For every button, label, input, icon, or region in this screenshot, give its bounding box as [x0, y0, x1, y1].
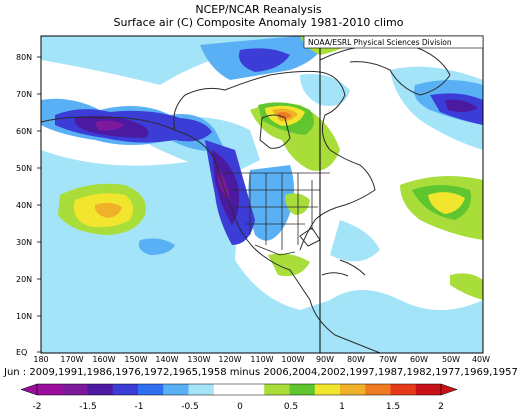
colorbar-label: 1 [339, 402, 345, 411]
lat-axis: EQ 10N 20N 30N 40N 50N 60N 70N 80N [16, 53, 32, 357]
lon-label: 100W [281, 355, 304, 364]
colorbar-swatch [314, 384, 341, 395]
colorbar-label: 2 [438, 402, 444, 411]
colorbar-label: -1 [135, 402, 144, 411]
colorbar-swatch [390, 384, 417, 395]
lon-label: 130W [187, 355, 210, 364]
lat-label: 40N [16, 201, 32, 210]
colorbar-swatch [415, 384, 442, 395]
lon-label: 90W [316, 355, 334, 364]
colorbar-swatch [239, 384, 265, 395]
colorbar-swatch [112, 384, 139, 395]
lat-label: 80N [16, 53, 32, 62]
lon-label: 70W [379, 355, 397, 364]
lat-label: 10N [16, 312, 32, 321]
colorbar-swatch [37, 384, 63, 395]
coastlines [41, 43, 451, 353]
colorbar-swatch [163, 384, 189, 395]
lat-label: 50N [16, 164, 32, 173]
lon-label: 80W [347, 355, 365, 364]
lat-label: 20N [16, 275, 32, 284]
lon-label: 50W [442, 355, 460, 364]
composite-years-note: Jun : 2009,1991,1986,1976,1972,1965,1958… [4, 367, 517, 378]
lon-label: 110W [250, 355, 273, 364]
colorbar-label: -2 [33, 402, 42, 411]
colorbar-label: 0 [237, 402, 243, 411]
lon-axis: 180 170W 160W 150W 140W 130W 120W 110W 1… [33, 355, 490, 364]
credit-text: NOAA/ESRL Physical Sciences Division [308, 38, 452, 47]
colorbar-swatch [289, 384, 316, 395]
colorbar-swatch [62, 384, 88, 395]
lon-label: 120W [218, 355, 241, 364]
colorbar-swatch [340, 384, 366, 395]
colorbar-label: 0.5 [284, 402, 298, 411]
colorbar-label: -1.5 [79, 402, 97, 411]
colorbar [20, 383, 458, 396]
plot-frame [40, 35, 484, 354]
anomaly-field [41, 36, 483, 353]
lon-label: 140W [155, 355, 178, 364]
colorbar-swatch [138, 384, 164, 395]
colorbar-arrow-low [20, 383, 38, 396]
lon-label: 150W [124, 355, 147, 364]
credit-box [303, 35, 484, 49]
colorbar-swatch [188, 384, 215, 395]
lon-label: 40W [472, 355, 490, 364]
colorbar-frame [36, 383, 442, 396]
colorbar-swatch [213, 384, 240, 395]
lat-label: 30N [16, 238, 32, 247]
colorbar-swatch [365, 384, 391, 395]
map-subtitle: Surface air (C) Composite Anomaly 1981-2… [113, 16, 404, 29]
lon-label: 60W [410, 355, 428, 364]
lon-label: 180 [33, 355, 48, 364]
lat-label: 60N [16, 127, 32, 136]
colorbar-swatch [264, 384, 290, 395]
map-title: NCEP/NCAR Reanalysis [195, 3, 322, 16]
political-borders [223, 172, 330, 256]
lat-label: 70N [16, 90, 32, 99]
colorbar-swatch [87, 384, 114, 395]
colorbar-labels: -2 -1.5 -1 -0.5 0 0.5 1 1.5 2 [33, 402, 444, 411]
lon-label: 160W [92, 355, 115, 364]
lon-label: 170W [60, 355, 83, 364]
colorbar-label: -0.5 [181, 402, 199, 411]
lat-label: EQ [16, 348, 27, 357]
colorbar-label: 1.5 [386, 402, 400, 411]
colorbar-arrow-high [440, 383, 458, 396]
